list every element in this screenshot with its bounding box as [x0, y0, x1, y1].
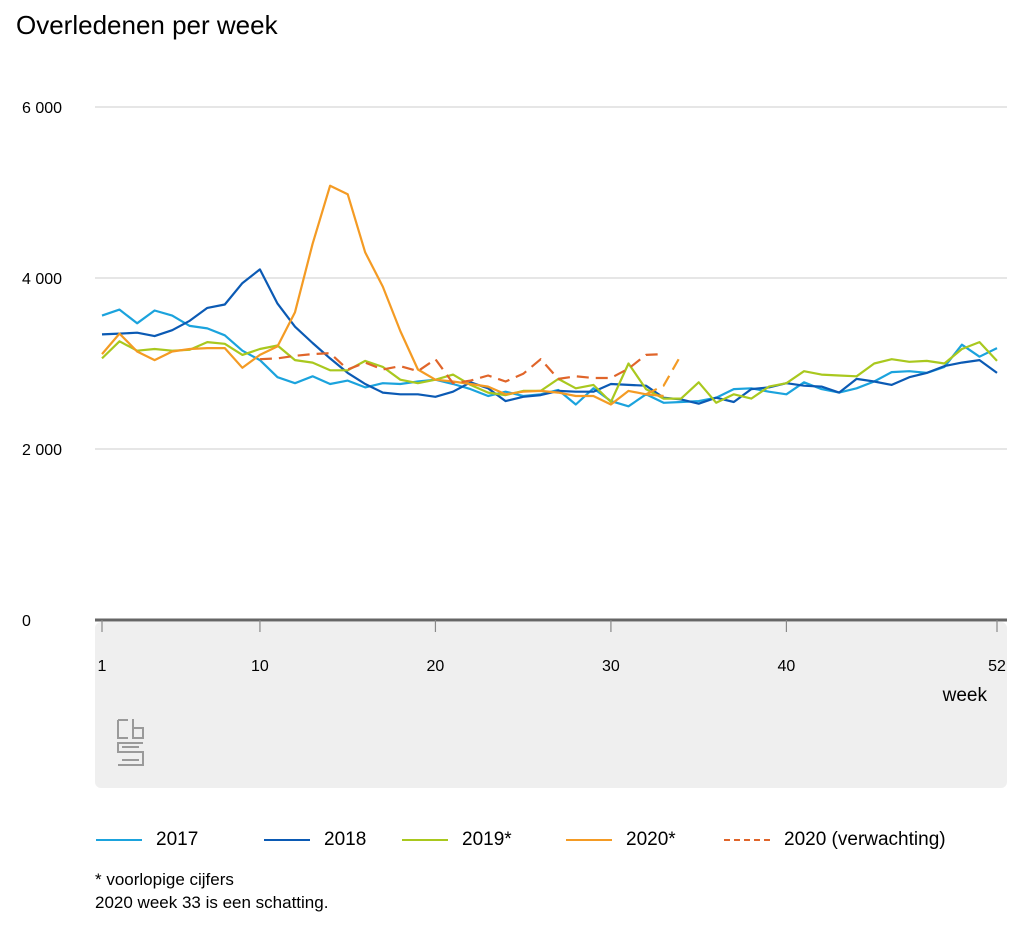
cbs-logo: [117, 719, 144, 766]
series-line-2019: [101, 340, 998, 404]
x-axis-ticks: 1 10 20 30 40 52: [98, 620, 1006, 675]
x-tick-label: 40: [778, 658, 796, 675]
series-line-estimate-5: [645, 354, 683, 396]
legend-label: 2020*: [626, 829, 676, 850]
footnote-estimate: 2020 week 33 is een schatting.: [95, 893, 329, 912]
x-tick-label: 10: [251, 658, 269, 675]
y-axis-ticks: 0 2 000 4 000 6 000: [22, 100, 62, 630]
y-tick-label: 0: [22, 613, 31, 630]
gridlines: [95, 106, 1007, 450]
legend-item: 2020*: [566, 826, 676, 854]
series-line-2020-verwachting: [259, 352, 664, 385]
y-tick-label: 6 000: [22, 100, 62, 117]
y-tick-label: 2 000: [22, 442, 62, 459]
footnote-provisional: * voorlopige cijfers: [95, 870, 234, 889]
legend-label: 2018: [324, 829, 367, 850]
legend-swatch: [724, 839, 770, 841]
legend: 2017 2018 2019* 2020* 2020 (verwachting): [96, 826, 996, 854]
legend-item: 2018: [264, 826, 366, 854]
legend-swatch: [566, 839, 612, 841]
series-line-2020: [101, 184, 664, 406]
legend-item: 2020 (verwachting): [724, 826, 946, 854]
x-tick-label: 30: [602, 658, 620, 675]
series-lines: [101, 184, 998, 408]
legend-swatch: [402, 839, 448, 841]
footnotes: * voorlopige cijfers 2020 week 33 is een…: [95, 868, 328, 914]
legend-swatch: [96, 839, 142, 841]
legend-swatch: [264, 839, 310, 841]
legend-label: 2020 (verwachting): [784, 829, 946, 850]
x-axis-title: week: [942, 685, 988, 706]
x-tick-label: 1: [98, 658, 107, 675]
x-axis-panel: [95, 622, 1007, 788]
chart-title: Overledenen per week: [16, 10, 278, 40]
legend-item: 2017: [96, 826, 198, 854]
x-tick-label: 52: [988, 658, 1006, 675]
x-tick-label: 20: [427, 658, 445, 675]
series-line-2018: [101, 268, 998, 405]
legend-item: 2019*: [402, 826, 512, 854]
legend-label: 2019*: [462, 829, 512, 850]
legend-label: 2017: [156, 829, 199, 850]
y-tick-label: 4 000: [22, 271, 62, 288]
